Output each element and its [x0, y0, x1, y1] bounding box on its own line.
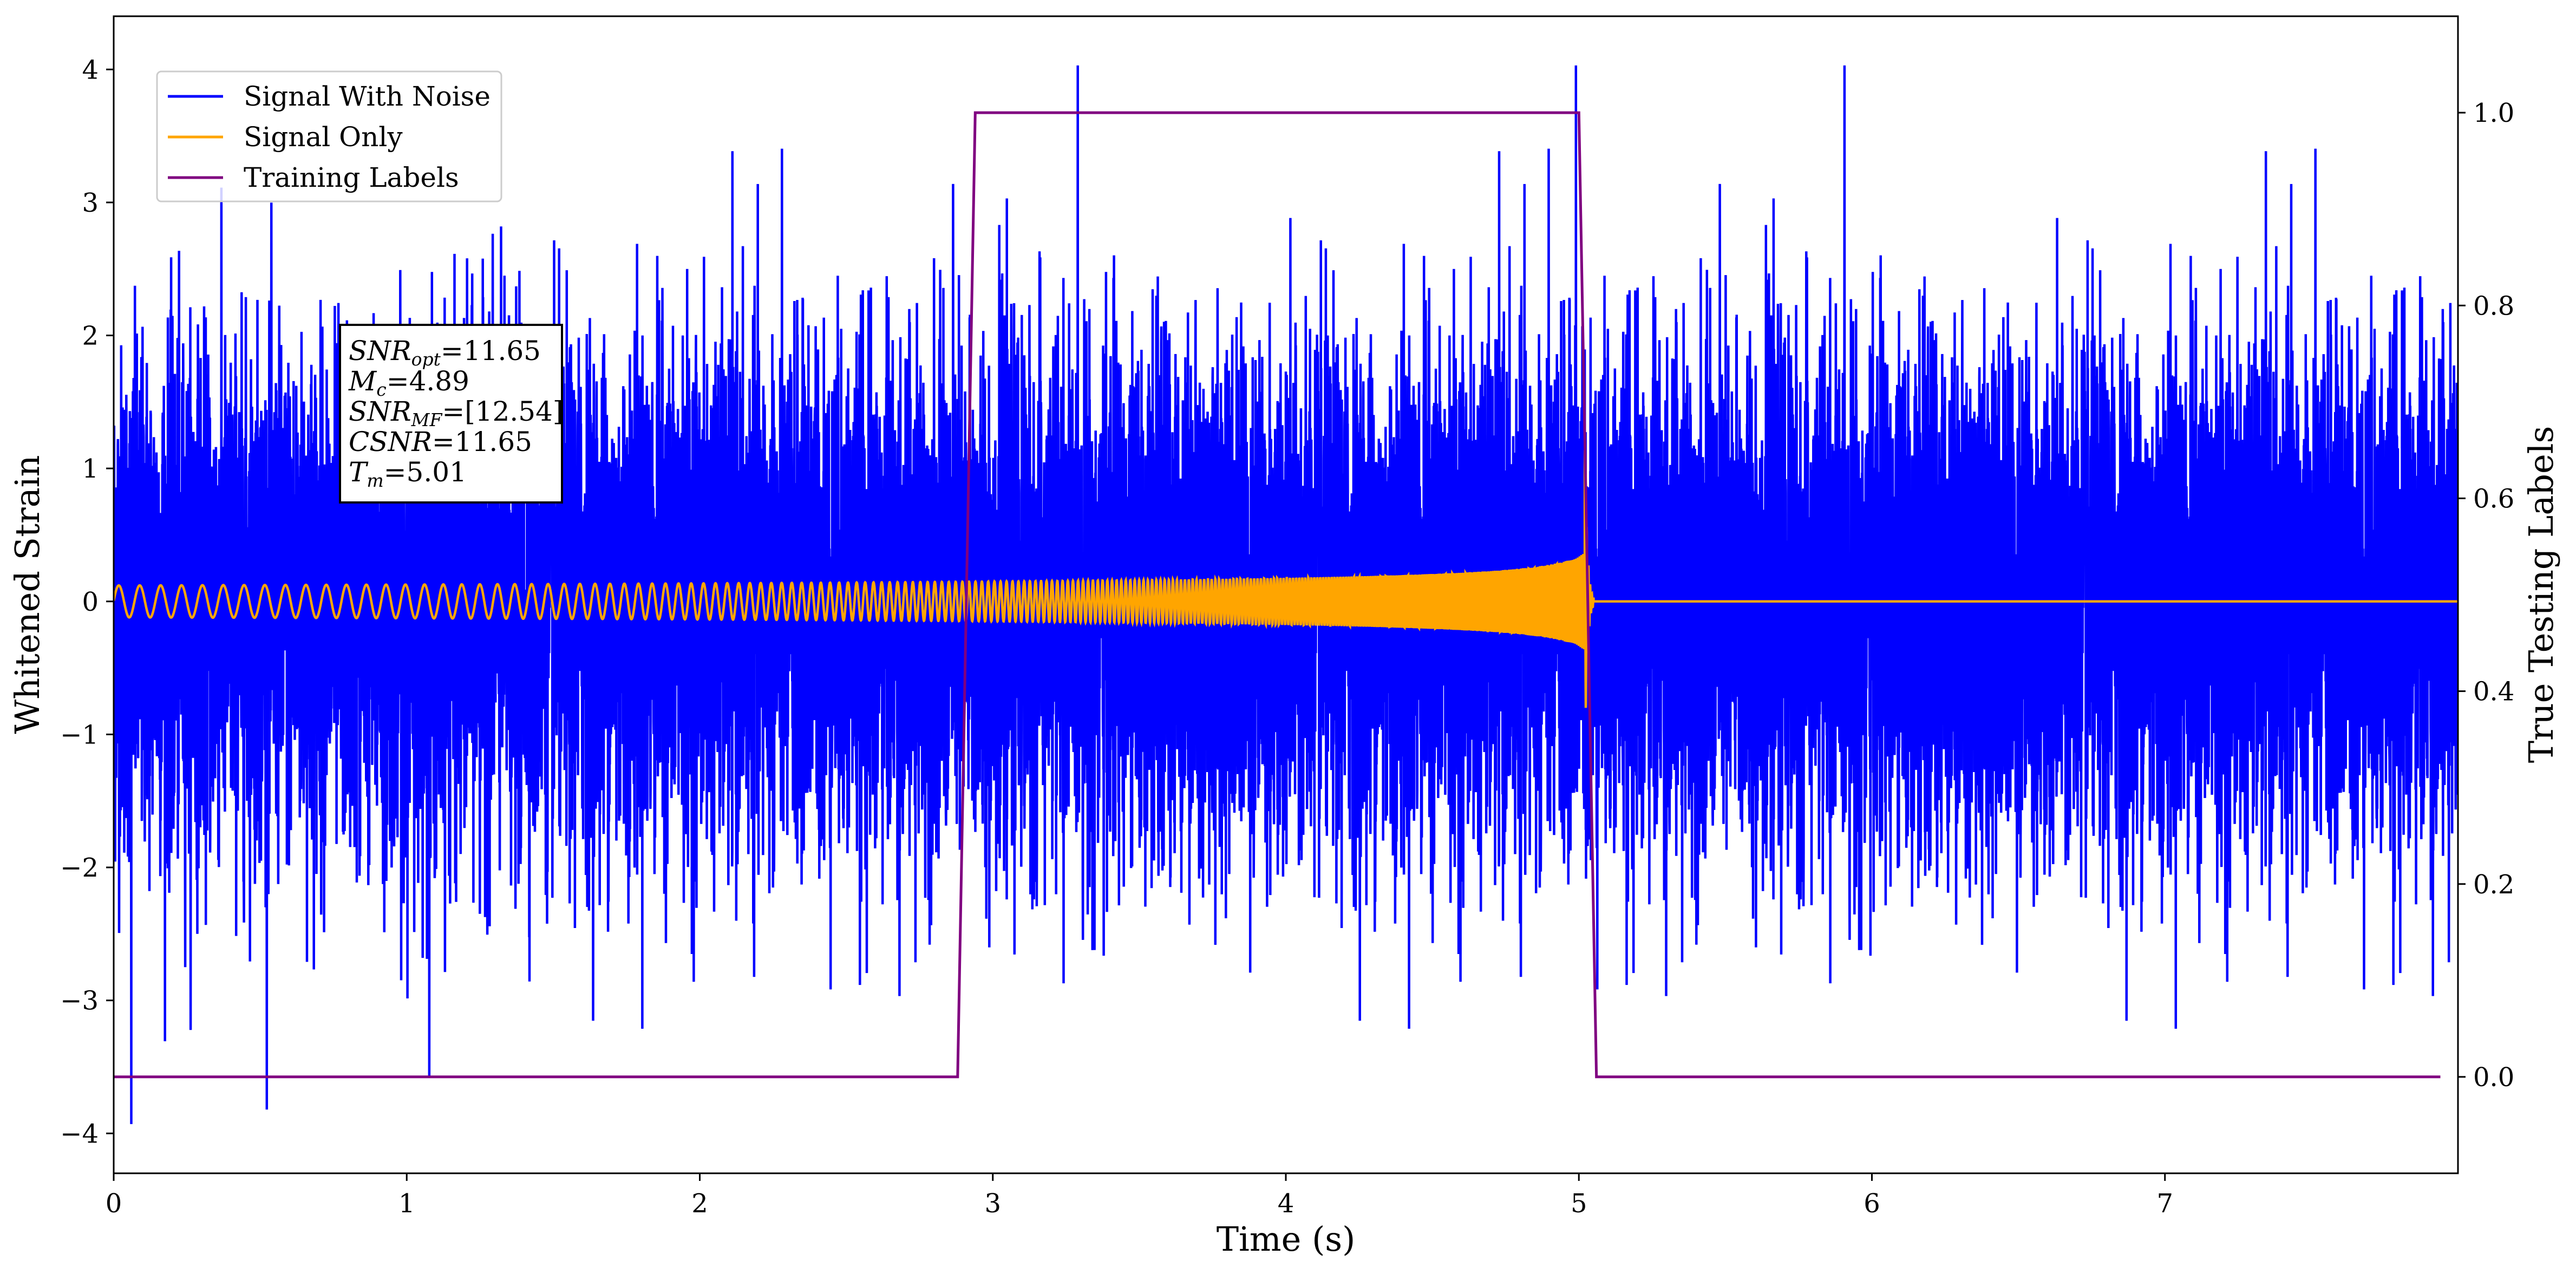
legend: Signal With Noise Signal Only Training L…	[156, 70, 502, 202]
y-tick-label: 0	[82, 587, 99, 617]
y-tick-label: 1	[82, 454, 99, 484]
annotation-box	[339, 324, 563, 504]
annotation-line: SNRopt=11.65	[349, 335, 541, 370]
x-tick-label: 5	[1571, 1188, 1587, 1219]
x-tick-label: 7	[2156, 1188, 2173, 1219]
annotation-line: Tm=5.01	[349, 456, 467, 491]
x-tick-label: 0	[106, 1188, 122, 1219]
x-tick-label: 6	[1864, 1188, 1880, 1219]
x-tick-label: 4	[1278, 1188, 1294, 1219]
y2-tick-label: 0.4	[2473, 677, 2514, 707]
y-tick-label: −4	[60, 1119, 99, 1149]
y2-axis-label: True Testing Labels	[2521, 426, 2561, 763]
y2-tick-label: 0.0	[2473, 1062, 2514, 1093]
y-axis-left: 4 3 2 1 0 −1 −2 −3 −4	[60, 55, 114, 1149]
y2-tick-label: 0.8	[2473, 291, 2514, 321]
legend-frame	[156, 70, 502, 202]
y-axis-right: 1.0 0.8 0.6 0.4 0.2 0.0	[2458, 98, 2514, 1093]
y-tick-label: 2	[82, 321, 99, 351]
y-tick-label: −1	[60, 720, 99, 750]
x-tick-label: 2	[691, 1188, 708, 1219]
x-tick-label: 3	[984, 1188, 1001, 1219]
annotation-line: SNRMF=[12.54]	[349, 396, 563, 430]
parameter-annotation: SNRopt=11.65Mc=4.89SNRMF=[12.54]CSNR=11.…	[339, 324, 563, 504]
y2-tick-label: 0.2	[2473, 870, 2514, 900]
y-tick-label: −2	[60, 853, 99, 883]
annotation-line: CSNR=11.65	[349, 426, 532, 458]
x-tick-label: 1	[398, 1188, 415, 1219]
y2-tick-label: 0.6	[2473, 484, 2514, 514]
signal-only-line	[114, 449, 2458, 708]
legend-label-training-labels: Training Labels	[244, 162, 459, 193]
x-axis: 0 1 2 3 4 5 6 7	[106, 1173, 2173, 1219]
y2-tick-label: 1.0	[2473, 98, 2514, 128]
y-axis-label: Whitened Strain	[8, 455, 47, 734]
annotation-line: Mc=4.89	[348, 365, 469, 400]
x-axis-label: Time (s)	[1217, 1219, 1356, 1259]
legend-label-signal-only: Signal Only	[244, 121, 403, 153]
y-tick-label: 3	[82, 188, 99, 218]
legend-label-signal-with-noise: Signal With Noise	[244, 81, 491, 112]
y-tick-label: 4	[82, 55, 99, 85]
y-tick-label: −3	[60, 986, 99, 1016]
training-labels-line	[114, 111, 2441, 1079]
